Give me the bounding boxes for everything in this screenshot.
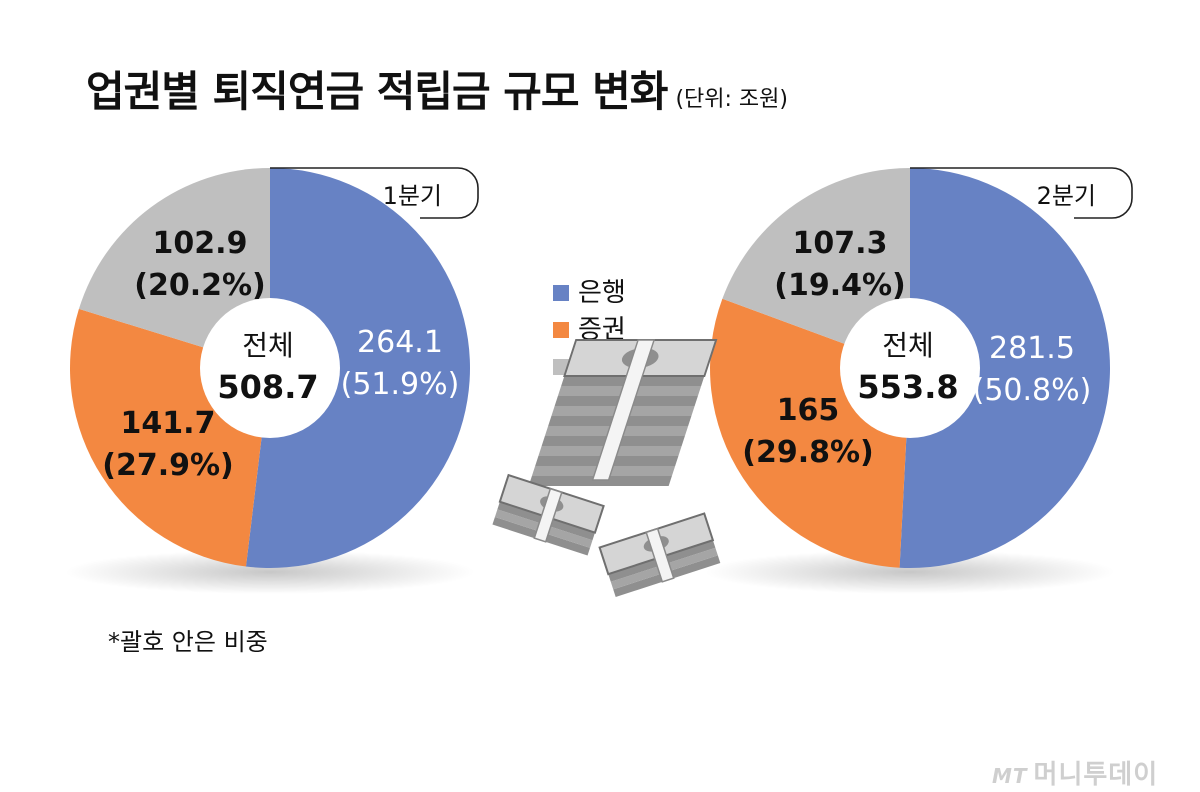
center-total-q1: 508.7 xyxy=(217,368,318,406)
legend-swatch-insurance xyxy=(553,359,569,375)
pie-shadow-q1 xyxy=(65,550,475,594)
money-stack-icon xyxy=(492,339,721,597)
center-label-q1: 전체 xyxy=(242,329,294,362)
donut-hole-q2 xyxy=(840,298,980,438)
slice-value-bank-q1: 264.1 xyxy=(357,325,443,360)
pie-shadow-q2 xyxy=(705,550,1115,594)
slice-value-securities-q2: 165 xyxy=(777,393,840,428)
money-stack-left xyxy=(492,473,605,556)
slice-share-securities-q2: (29.8%) xyxy=(742,435,874,470)
slice-share-securities-q1: (27.9%) xyxy=(102,448,234,483)
slice-share-insurance-q1: (20.2%) xyxy=(134,268,266,303)
brand-name: 머니투데이 xyxy=(1033,760,1159,790)
money-stack-right xyxy=(598,512,721,597)
slice-value-insurance-q1: 102.9 xyxy=(153,226,248,261)
period-label-q1: 1분기 xyxy=(383,182,442,210)
slice-value-insurance-q2: 107.3 xyxy=(793,226,888,261)
legend-swatch-securities xyxy=(553,322,569,338)
money-stack-tall xyxy=(528,339,718,486)
legend-swatch-bank xyxy=(553,285,569,301)
pie-chart-q2 xyxy=(710,168,1110,568)
footnote: *괄호 안은 비중 xyxy=(108,628,268,656)
period-label-q2: 2분기 xyxy=(1037,182,1096,210)
page-title: 업권별 퇴직연금 적립금 규모 변화 xyxy=(86,67,668,116)
pie-chart-q1 xyxy=(69,168,470,568)
unit-note: (단위: 조원) xyxy=(675,87,788,112)
donut-hole-q1 xyxy=(200,298,340,438)
brand-mark: MT xyxy=(992,764,1028,788)
pie-slice-bank-q1 xyxy=(245,168,470,568)
slice-share-insurance-q2: (19.4%) xyxy=(774,268,906,303)
slice-value-securities-q1: 141.7 xyxy=(121,406,216,441)
center-total-q2: 553.8 xyxy=(857,368,958,406)
period-badge-q2: 2분기 xyxy=(910,167,1133,219)
center-label-q2: 전체 xyxy=(882,329,934,362)
period-badge-q1: 1분기 xyxy=(270,167,479,219)
legend-label-bank: 은행 xyxy=(578,278,626,308)
brand-logo: MT 머니투데이 xyxy=(992,754,1158,791)
pie-slice-bank-q2 xyxy=(899,168,1110,568)
title-block: 업권별 퇴직연금 적립금 규모 변화 (단위: 조원) xyxy=(86,58,788,119)
slice-value-bank-q2: 281.5 xyxy=(989,331,1075,366)
slice-share-bank-q2: (50.8%) xyxy=(973,373,1092,408)
slice-share-bank-q1: (51.9%) xyxy=(341,367,460,402)
